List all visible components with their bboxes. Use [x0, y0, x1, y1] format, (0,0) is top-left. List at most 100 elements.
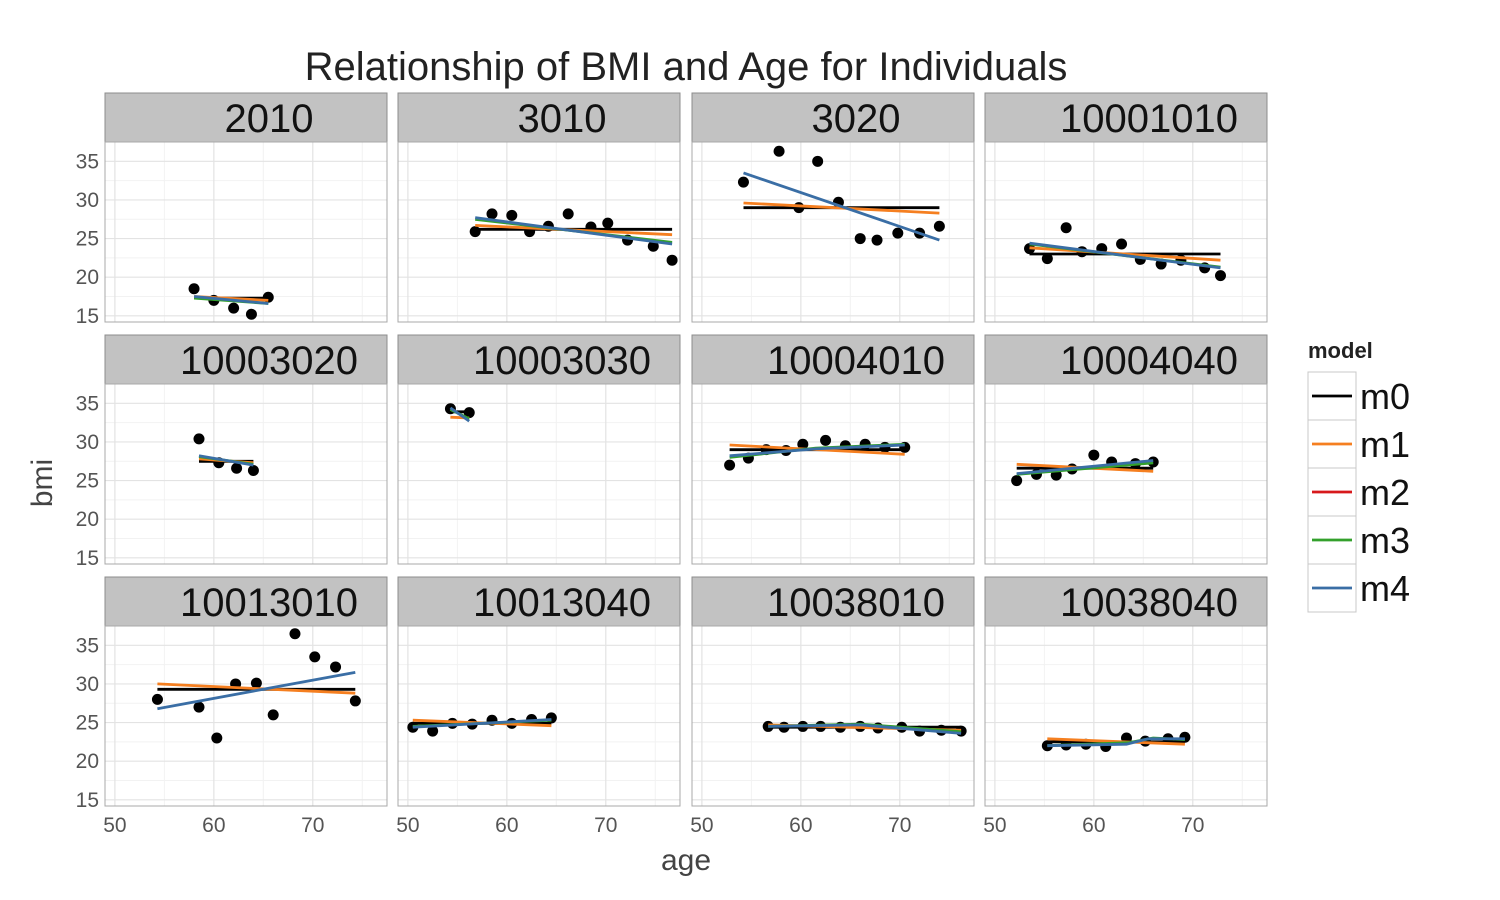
legend-item: m0	[1307, 371, 1410, 421]
y-tick-label: 25	[76, 712, 99, 735]
data-point	[1088, 449, 1100, 461]
panel-border	[691, 141, 975, 323]
data-point	[247, 465, 259, 477]
data-point	[812, 155, 824, 167]
x-tick-label: 60	[202, 814, 225, 837]
facet-strip	[104, 334, 388, 385]
data-point	[506, 209, 518, 221]
x-tick-label: 50	[103, 814, 126, 837]
x-tick-label: 60	[495, 814, 518, 837]
data-point	[562, 208, 574, 220]
x-tick-label: 60	[1082, 814, 1105, 837]
fit-line-m1	[1029, 246, 1221, 262]
facet-strip-label: 10004010	[767, 339, 945, 383]
x-tick-label: 50	[983, 814, 1006, 837]
facet-strip-label: 3020	[812, 97, 901, 141]
data-point	[724, 459, 736, 471]
panel-border	[691, 383, 975, 565]
data-point	[773, 145, 785, 157]
fit-line-m4	[743, 171, 940, 242]
facet-panel: 10038010 50 60 70	[690, 576, 975, 837]
fit-line-m4	[1029, 241, 1221, 270]
y-tick-label: 30	[76, 673, 99, 696]
x-tick-label: 70	[1181, 814, 1204, 837]
facet-strip	[397, 92, 681, 143]
facet-strip-label: 10001010	[1060, 97, 1238, 141]
legend-label: m3	[1360, 520, 1410, 561]
legend-item: m1	[1307, 419, 1410, 469]
panel-border	[984, 141, 1268, 323]
facet-panel: 10004010	[691, 334, 975, 565]
panel-background	[985, 142, 1267, 322]
legend-label: m0	[1360, 376, 1410, 417]
fit-line-m4	[198, 454, 254, 467]
facet-panel: 10013040 50 60 70	[396, 576, 681, 837]
legend-item: m2	[1307, 467, 1410, 517]
legend-label: m4	[1360, 568, 1410, 609]
facet-strip	[397, 576, 681, 627]
fit-line-m4	[193, 295, 269, 305]
x-tick-label: 70	[888, 814, 911, 837]
panel-border	[397, 625, 681, 807]
panel-border	[104, 625, 388, 807]
data-point	[330, 661, 342, 673]
panel-background	[105, 626, 387, 806]
data-point	[820, 434, 832, 446]
facet-strip	[984, 576, 1268, 627]
y-tick-label: 15	[76, 547, 99, 570]
y-tick-label: 35	[76, 392, 99, 415]
fit-line-m1	[1047, 737, 1185, 746]
panel-border	[691, 625, 975, 807]
facet-strip-label: 10004040	[1060, 339, 1238, 383]
data-point	[250, 677, 262, 689]
y-tick-label: 15	[76, 305, 99, 328]
facet-strip	[691, 334, 975, 385]
data-point	[871, 234, 883, 246]
facet-strip	[691, 576, 975, 627]
data-point	[486, 208, 498, 220]
panel-border	[984, 625, 1268, 807]
data-point	[289, 628, 301, 640]
data-point	[188, 283, 200, 295]
data-point	[666, 254, 678, 266]
panel-background	[692, 142, 974, 322]
y-tick-label: 35	[76, 634, 99, 657]
legend-item: m4	[1307, 563, 1410, 613]
data-point	[211, 732, 223, 744]
fit-line-m4	[449, 406, 471, 423]
y-tick-label: 25	[76, 228, 99, 251]
fit-line-m4	[768, 723, 962, 735]
data-point	[1060, 222, 1072, 234]
facet-panel: 3010	[397, 92, 681, 323]
legend-item: m3	[1307, 515, 1410, 565]
data-point	[193, 701, 205, 713]
data-point	[349, 695, 361, 707]
y-tick-label: 15	[76, 789, 99, 812]
facet-strip-label: 2010	[225, 97, 314, 141]
facet-strip	[104, 576, 388, 627]
legend-title: model	[1308, 338, 1373, 363]
data-point	[797, 438, 809, 450]
x-tick-label: 50	[690, 814, 713, 837]
facet-strip-label: 10038010	[767, 581, 945, 625]
data-point	[463, 407, 475, 419]
facet-strip	[104, 92, 388, 143]
facet-strip	[397, 334, 681, 385]
legend-items: m0 m1 m2 m3 m4	[1307, 371, 1410, 613]
data-point	[854, 233, 866, 245]
panel-background	[398, 384, 680, 564]
data-point	[245, 308, 257, 320]
x-tick-label: 50	[396, 814, 419, 837]
data-point	[1011, 475, 1023, 487]
facet-strip-label: 10013010	[180, 581, 358, 625]
y-tick-label: 35	[76, 150, 99, 173]
data-point	[231, 462, 243, 474]
data-point	[647, 240, 659, 252]
panel-border	[104, 141, 388, 323]
y-axis-title: bmi	[26, 459, 59, 507]
facet-panel: 2010 15 20 25 30 35	[76, 92, 388, 328]
fit-line-m1	[743, 201, 940, 215]
y-tick-label: 20	[76, 266, 99, 289]
